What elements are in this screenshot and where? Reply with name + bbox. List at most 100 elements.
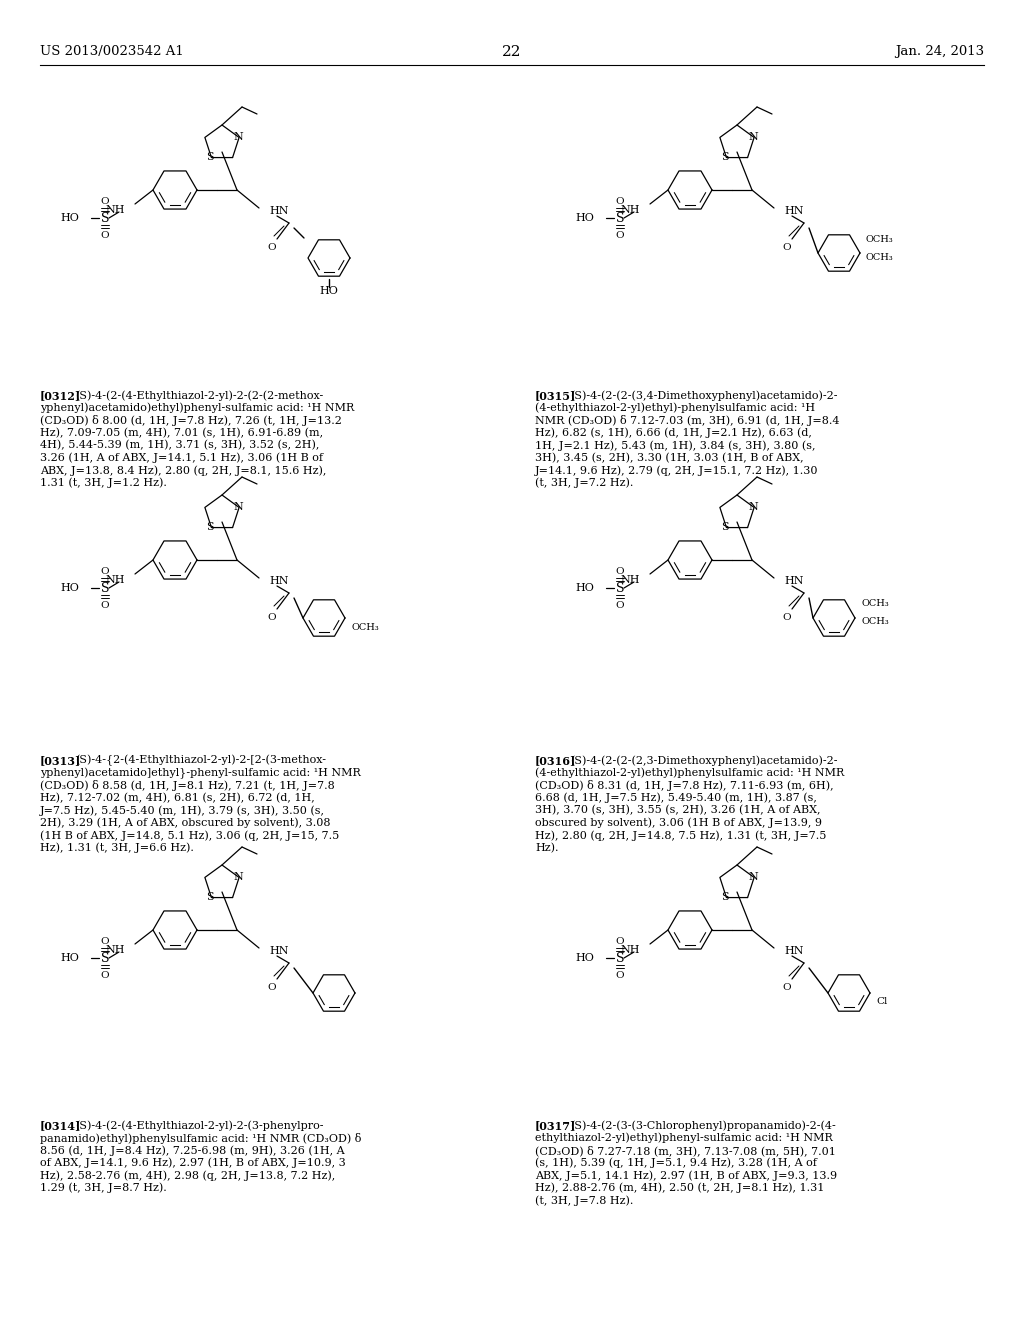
Text: (S)-4-(2-(2-(2,3-Dimethoxyphenyl)acetamido)-2-: (S)-4-(2-(2-(2,3-Dimethoxyphenyl)acetami… — [569, 755, 838, 766]
Text: OCH₃: OCH₃ — [861, 599, 889, 609]
Text: S: S — [615, 952, 625, 965]
Text: O: O — [615, 231, 625, 239]
Text: obscured by solvent), 3.06 (1H B of ABX, J=13.9, 9: obscured by solvent), 3.06 (1H B of ABX,… — [535, 817, 822, 828]
Text: ABX, J=13.8, 8.4 Hz), 2.80 (q, 2H, J=8.1, 15.6 Hz),: ABX, J=13.8, 8.4 Hz), 2.80 (q, 2H, J=8.1… — [40, 465, 327, 475]
Text: N: N — [233, 873, 243, 882]
Text: HO: HO — [60, 583, 79, 593]
Text: (t, 3H, J=7.8 Hz).: (t, 3H, J=7.8 Hz). — [535, 1195, 634, 1205]
Text: (S)-4-(2-(3-(3-Chlorophenyl)propanamido)-2-(4-: (S)-4-(2-(3-(3-Chlorophenyl)propanamido)… — [569, 1119, 836, 1130]
Text: (CD₃OD) δ 8.58 (d, 1H, J=8.1 Hz), 7.21 (t, 1H, J=7.8: (CD₃OD) δ 8.58 (d, 1H, J=8.1 Hz), 7.21 (… — [40, 780, 335, 791]
Text: HN: HN — [269, 206, 289, 216]
Text: J=14.1, 9.6 Hz), 2.79 (q, 2H, J=15.1, 7.2 Hz), 1.30: J=14.1, 9.6 Hz), 2.79 (q, 2H, J=15.1, 7.… — [535, 465, 818, 475]
Text: N: N — [233, 132, 243, 143]
Text: [0317]: [0317] — [535, 1119, 577, 1131]
Text: HN: HN — [269, 946, 289, 956]
Text: (4-ethylthiazol-2-yl)ethyl)phenylsulfamic acid: ¹H NMR: (4-ethylthiazol-2-yl)ethyl)phenylsulfami… — [535, 767, 844, 777]
Text: (S)-4-(2-(4-Ethylthiazol-2-yl)-2-(2-(2-methox-: (S)-4-(2-(4-Ethylthiazol-2-yl)-2-(2-(2-m… — [75, 389, 323, 400]
Text: 1.29 (t, 3H, J=8.7 Hz).: 1.29 (t, 3H, J=8.7 Hz). — [40, 1183, 167, 1193]
Text: (4-ethylthiazol-2-yl)ethyl)-phenylsulfamic acid: ¹H: (4-ethylthiazol-2-yl)ethyl)-phenylsulfam… — [535, 403, 815, 413]
Text: O: O — [615, 970, 625, 979]
Text: O: O — [615, 601, 625, 610]
Text: (S)-4-(2-(4-Ethylthiazol-2-yl)-2-(3-phenylpro-: (S)-4-(2-(4-Ethylthiazol-2-yl)-2-(3-phen… — [75, 1119, 324, 1130]
Text: 3H), 3.45 (s, 2H), 3.30 (1H, 3.03 (1H, B of ABX,: 3H), 3.45 (s, 2H), 3.30 (1H, 3.03 (1H, B… — [535, 453, 804, 463]
Text: S: S — [100, 952, 110, 965]
Text: 3.26 (1H, A of ABX, J=14.1, 5.1 Hz), 3.06 (1H B of: 3.26 (1H, A of ABX, J=14.1, 5.1 Hz), 3.0… — [40, 453, 323, 463]
Text: O: O — [267, 612, 276, 622]
Text: Hz), 2.80 (q, 2H, J=14.8, 7.5 Hz), 1.31 (t, 3H, J=7.5: Hz), 2.80 (q, 2H, J=14.8, 7.5 Hz), 1.31 … — [535, 830, 826, 841]
Text: S: S — [721, 152, 729, 162]
Text: S: S — [615, 582, 625, 594]
Text: O: O — [782, 243, 792, 252]
Text: 22: 22 — [502, 45, 522, 59]
Text: (S)-4-(2-(2-(3,4-Dimethoxyphenyl)acetamido)-2-: (S)-4-(2-(2-(3,4-Dimethoxyphenyl)acetami… — [569, 389, 838, 400]
Text: (CD₃OD) δ 8.00 (d, 1H, J=7.8 Hz), 7.26 (t, 1H, J=13.2: (CD₃OD) δ 8.00 (d, 1H, J=7.8 Hz), 7.26 (… — [40, 414, 342, 426]
Text: OCH₃: OCH₃ — [866, 235, 894, 243]
Text: Hz), 7.09-7.05 (m, 4H), 7.01 (s, 1H), 6.91-6.89 (m,: Hz), 7.09-7.05 (m, 4H), 7.01 (s, 1H), 6.… — [40, 428, 324, 438]
Text: O: O — [100, 566, 110, 576]
Text: [0316]: [0316] — [535, 755, 577, 766]
Text: Hz), 2.58-2.76 (m, 4H), 2.98 (q, 2H, J=13.8, 7.2 Hz),: Hz), 2.58-2.76 (m, 4H), 2.98 (q, 2H, J=1… — [40, 1170, 335, 1180]
Text: HN: HN — [269, 576, 289, 586]
Text: of ABX, J=14.1, 9.6 Hz), 2.97 (1H, B of ABX, J=10.9, 3: of ABX, J=14.1, 9.6 Hz), 2.97 (1H, B of … — [40, 1158, 346, 1168]
Text: (1H B of ABX, J=14.8, 5.1 Hz), 3.06 (q, 2H, J=15, 7.5: (1H B of ABX, J=14.8, 5.1 Hz), 3.06 (q, … — [40, 830, 339, 841]
Text: HN: HN — [784, 946, 804, 956]
Text: (CD₃OD) δ 7.27-7.18 (m, 3H), 7.13-7.08 (m, 5H), 7.01: (CD₃OD) δ 7.27-7.18 (m, 3H), 7.13-7.08 (… — [535, 1144, 836, 1156]
Text: (CD₃OD) δ 8.31 (d, 1H, J=7.8 Hz), 7.11-6.93 (m, 6H),: (CD₃OD) δ 8.31 (d, 1H, J=7.8 Hz), 7.11-6… — [535, 780, 834, 791]
Text: Hz).: Hz). — [535, 842, 558, 853]
Text: 1.31 (t, 3H, J=1.2 Hz).: 1.31 (t, 3H, J=1.2 Hz). — [40, 478, 167, 488]
Text: [0314]: [0314] — [40, 1119, 81, 1131]
Text: Hz), 2.88-2.76 (m, 4H), 2.50 (t, 2H, J=8.1 Hz), 1.31: Hz), 2.88-2.76 (m, 4H), 2.50 (t, 2H, J=8… — [535, 1183, 824, 1193]
Text: S: S — [100, 211, 110, 224]
Text: S: S — [721, 892, 729, 902]
Text: HO: HO — [575, 213, 594, 223]
Text: ABX, J=5.1, 14.1 Hz), 2.97 (1H, B of ABX, J=9.3, 13.9: ABX, J=5.1, 14.1 Hz), 2.97 (1H, B of ABX… — [535, 1170, 838, 1180]
Text: (t, 3H, J=7.2 Hz).: (t, 3H, J=7.2 Hz). — [535, 478, 634, 488]
Text: HN: HN — [784, 206, 804, 216]
Text: Hz), 1.31 (t, 3H, J=6.6 Hz).: Hz), 1.31 (t, 3H, J=6.6 Hz). — [40, 842, 194, 853]
Text: S: S — [206, 152, 214, 162]
Text: NH: NH — [621, 205, 640, 215]
Text: NMR (CD₃OD) δ 7.12-7.03 (m, 3H), 6.91 (d, 1H, J=8.4: NMR (CD₃OD) δ 7.12-7.03 (m, 3H), 6.91 (d… — [535, 414, 840, 426]
Text: NH: NH — [621, 945, 640, 954]
Text: O: O — [100, 936, 110, 945]
Text: O: O — [782, 982, 792, 991]
Text: S: S — [206, 892, 214, 902]
Text: yphenyl)acetamido)ethyl)phenyl-sulfamic acid: ¹H NMR: yphenyl)acetamido)ethyl)phenyl-sulfamic … — [40, 403, 354, 413]
Text: S: S — [615, 211, 625, 224]
Text: 4H), 5.44-5.39 (m, 1H), 3.71 (s, 3H), 3.52 (s, 2H),: 4H), 5.44-5.39 (m, 1H), 3.71 (s, 3H), 3.… — [40, 440, 319, 450]
Text: 8.56 (d, 1H, J=8.4 Hz), 7.25-6.98 (m, 9H), 3.26 (1H, A: 8.56 (d, 1H, J=8.4 Hz), 7.25-6.98 (m, 9H… — [40, 1144, 345, 1155]
Text: N: N — [233, 502, 243, 512]
Text: OCH₃: OCH₃ — [866, 252, 894, 261]
Text: Hz), 7.12-7.02 (m, 4H), 6.81 (s, 2H), 6.72 (d, 1H,: Hz), 7.12-7.02 (m, 4H), 6.81 (s, 2H), 6.… — [40, 792, 314, 803]
Text: HO: HO — [575, 583, 594, 593]
Text: (S)-4-{2-(4-Ethylthiazol-2-yl)-2-[2-(3-methox-: (S)-4-{2-(4-Ethylthiazol-2-yl)-2-[2-(3-m… — [75, 755, 326, 767]
Text: O: O — [267, 982, 276, 991]
Text: Cl: Cl — [876, 997, 888, 1006]
Text: OCH₃: OCH₃ — [351, 623, 379, 632]
Text: Jan. 24, 2013: Jan. 24, 2013 — [895, 45, 984, 58]
Text: 3H), 3.70 (s, 3H), 3.55 (s, 2H), 3.26 (1H, A of ABX,: 3H), 3.70 (s, 3H), 3.55 (s, 2H), 3.26 (1… — [535, 805, 820, 816]
Text: yphenyl)acetamido]ethyl}-phenyl-sulfamic acid: ¹H NMR: yphenyl)acetamido]ethyl}-phenyl-sulfamic… — [40, 767, 360, 779]
Text: 1H, J=2.1 Hz), 5.43 (m, 1H), 3.84 (s, 3H), 3.80 (s,: 1H, J=2.1 Hz), 5.43 (m, 1H), 3.84 (s, 3H… — [535, 440, 815, 450]
Text: O: O — [100, 231, 110, 239]
Text: N: N — [749, 873, 758, 882]
Text: J=7.5 Hz), 5.45-5.40 (m, 1H), 3.79 (s, 3H), 3.50 (s,: J=7.5 Hz), 5.45-5.40 (m, 1H), 3.79 (s, 3… — [40, 805, 325, 816]
Text: NH: NH — [621, 576, 640, 585]
Text: NH: NH — [105, 576, 125, 585]
Text: O: O — [100, 601, 110, 610]
Text: O: O — [267, 243, 276, 252]
Text: HO: HO — [575, 953, 594, 964]
Text: HN: HN — [784, 576, 804, 586]
Text: OCH₃: OCH₃ — [861, 618, 889, 627]
Text: N: N — [749, 502, 758, 512]
Text: NH: NH — [105, 205, 125, 215]
Text: (s, 1H), 5.39 (q, 1H, J=5.1, 9.4 Hz), 3.28 (1H, A of: (s, 1H), 5.39 (q, 1H, J=5.1, 9.4 Hz), 3.… — [535, 1158, 817, 1168]
Text: O: O — [615, 197, 625, 206]
Text: O: O — [615, 566, 625, 576]
Text: HO: HO — [60, 953, 79, 964]
Text: [0315]: [0315] — [535, 389, 577, 401]
Text: 6.68 (d, 1H, J=7.5 Hz), 5.49-5.40 (m, 1H), 3.87 (s,: 6.68 (d, 1H, J=7.5 Hz), 5.49-5.40 (m, 1H… — [535, 792, 817, 803]
Text: S: S — [206, 521, 214, 532]
Text: S: S — [100, 582, 110, 594]
Text: O: O — [615, 936, 625, 945]
